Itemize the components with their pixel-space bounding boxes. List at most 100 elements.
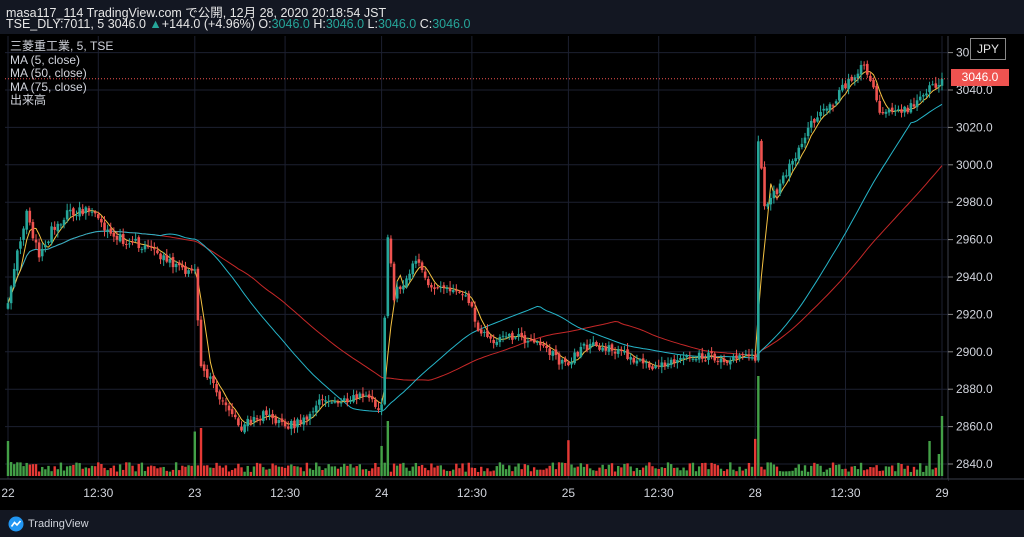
candle-body bbox=[324, 400, 327, 402]
volume-bar bbox=[813, 462, 816, 476]
legend-ma50[interactable]: MA (50, close) bbox=[10, 66, 87, 80]
candle-body bbox=[22, 228, 25, 240]
volume-bar bbox=[445, 470, 449, 476]
candle-body bbox=[265, 410, 268, 416]
volume-bar bbox=[333, 466, 337, 476]
volume-bar bbox=[679, 470, 682, 476]
candle-body bbox=[230, 409, 234, 415]
volume-bar bbox=[853, 466, 857, 476]
volume-bar bbox=[9, 462, 13, 476]
volume-bar bbox=[620, 467, 623, 476]
candle-body bbox=[928, 85, 931, 93]
candle-body bbox=[455, 290, 458, 292]
ohlc-high-value: 3046.0 bbox=[325, 17, 365, 31]
volume-bar bbox=[928, 441, 931, 476]
volume-bar bbox=[277, 466, 281, 476]
currency-badge[interactable]: JPY bbox=[970, 38, 1006, 60]
candle-body bbox=[314, 405, 318, 413]
volume-bar bbox=[900, 463, 903, 476]
legend-title[interactable]: 三菱重工業, 5, TSE bbox=[10, 39, 114, 53]
volume-bar bbox=[934, 467, 937, 476]
volume-bar bbox=[299, 467, 302, 476]
volume-bar bbox=[361, 469, 365, 476]
tradingview-logo[interactable]: TradingView bbox=[8, 516, 89, 532]
volume-bar bbox=[411, 466, 414, 476]
volume-bar bbox=[766, 462, 769, 476]
candle-body bbox=[6, 303, 10, 309]
candle-body bbox=[367, 394, 371, 398]
volume-bar bbox=[287, 465, 290, 476]
volume-bar bbox=[458, 468, 461, 476]
candle-body bbox=[719, 358, 723, 363]
volume-bar bbox=[803, 465, 807, 476]
volume-bar bbox=[866, 469, 869, 476]
volume-bar bbox=[912, 466, 916, 476]
time-tick-label: 29 bbox=[935, 486, 949, 500]
volume-bar bbox=[511, 471, 514, 476]
volume-bar bbox=[847, 471, 850, 476]
volume-bar bbox=[423, 467, 427, 476]
candle-body bbox=[757, 141, 760, 361]
volume-bar bbox=[87, 468, 91, 476]
candle-body bbox=[327, 401, 330, 403]
volume-bar bbox=[399, 463, 402, 476]
volume-bar bbox=[296, 466, 299, 476]
candle-body bbox=[277, 420, 281, 423]
candle-body bbox=[573, 352, 576, 364]
price-chart[interactable]: 3060.03040.03020.03000.02980.02960.02940… bbox=[0, 36, 1024, 481]
volume-bar bbox=[601, 464, 604, 476]
candle-body bbox=[190, 268, 193, 271]
candle-body bbox=[355, 394, 358, 399]
volume-bar bbox=[302, 471, 305, 476]
legend-volume[interactable]: 出来高 bbox=[10, 93, 47, 107]
candle-body bbox=[897, 109, 900, 111]
candle-body bbox=[654, 365, 657, 369]
candle-body bbox=[411, 263, 415, 275]
volume-bar bbox=[128, 462, 131, 476]
volume-bar bbox=[557, 462, 561, 476]
candle-body bbox=[704, 360, 707, 362]
candle-body bbox=[433, 287, 436, 289]
candle-body bbox=[318, 399, 321, 405]
volume-bar bbox=[579, 463, 583, 476]
ma75-line bbox=[7, 165, 943, 381]
volume-bar bbox=[121, 469, 125, 476]
candle-body bbox=[694, 359, 698, 361]
chart-header: masa117_114 TradingView.com で公開, 12月 28,… bbox=[0, 0, 1024, 34]
candle-body bbox=[31, 222, 35, 239]
volume-bar bbox=[915, 469, 919, 476]
candle-body bbox=[576, 351, 580, 357]
volume-bar bbox=[13, 464, 16, 476]
legend-ma75[interactable]: MA (75, close) bbox=[10, 79, 87, 94]
candle-body bbox=[227, 405, 231, 411]
time-axis[interactable] bbox=[0, 478, 1024, 481]
volume-bar bbox=[249, 471, 253, 476]
volume-bar bbox=[909, 471, 913, 476]
volume-bar bbox=[735, 471, 738, 476]
candle-body bbox=[937, 85, 941, 87]
volume-bar bbox=[741, 470, 744, 476]
candle-body bbox=[651, 366, 654, 370]
volume-bar bbox=[729, 462, 732, 476]
volume-bar bbox=[906, 465, 909, 476]
volume-bar bbox=[657, 468, 660, 476]
candle-body bbox=[258, 419, 262, 421]
candle-body bbox=[613, 351, 617, 354]
candle-body bbox=[753, 355, 757, 361]
volume-bar bbox=[330, 466, 333, 476]
volume-bar bbox=[22, 466, 25, 476]
candle-body bbox=[358, 393, 362, 398]
candle-body bbox=[339, 402, 343, 404]
candle-body bbox=[700, 353, 704, 359]
candle-body bbox=[118, 234, 122, 242]
volume-bar bbox=[682, 467, 685, 476]
legend-ma5[interactable]: MA (5, close) bbox=[10, 52, 81, 67]
candle-body bbox=[342, 398, 346, 401]
volume-bar bbox=[271, 463, 274, 476]
candle-body bbox=[386, 237, 390, 317]
volume-bar bbox=[190, 465, 193, 476]
candle-body bbox=[894, 110, 897, 112]
price-axis[interactable]: 3060.03040.03020.03000.02980.02960.02940… bbox=[947, 36, 1024, 481]
candle-body bbox=[588, 343, 592, 349]
candle-body bbox=[246, 418, 250, 426]
